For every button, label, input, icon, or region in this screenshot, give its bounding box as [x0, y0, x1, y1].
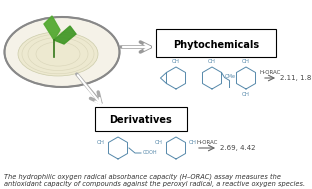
Text: OH: OH — [155, 140, 163, 146]
Ellipse shape — [18, 32, 98, 76]
Text: OH: OH — [189, 140, 197, 146]
Text: OH: OH — [97, 140, 105, 146]
Polygon shape — [54, 26, 76, 44]
Text: antioxidant capacity of compounds against the peroxyl radical, a reactive oxygen: antioxidant capacity of compounds agains… — [4, 181, 305, 187]
Text: OH: OH — [242, 92, 250, 97]
Text: H-ORAC: H-ORAC — [259, 70, 281, 75]
Text: 2.69, 4.42: 2.69, 4.42 — [220, 145, 256, 151]
Text: OH: OH — [172, 59, 180, 64]
FancyBboxPatch shape — [156, 29, 276, 57]
Text: OH: OH — [208, 59, 216, 64]
Text: OH: OH — [242, 59, 250, 64]
Polygon shape — [44, 16, 60, 40]
FancyBboxPatch shape — [95, 107, 187, 131]
Text: 2.11, 1.81, 11.6: 2.11, 1.81, 11.6 — [280, 75, 312, 81]
Text: Derivatives: Derivatives — [110, 115, 172, 125]
Text: COOH: COOH — [143, 150, 158, 156]
Ellipse shape — [4, 17, 119, 87]
Text: Phytochemicals: Phytochemicals — [173, 40, 259, 50]
Text: OMe: OMe — [225, 74, 236, 78]
Text: H-ORAC: H-ORAC — [196, 140, 218, 145]
Text: The hydrophilic oxygen radical absorbance capacity (H–ORAC) assay measures the: The hydrophilic oxygen radical absorbanc… — [4, 173, 281, 180]
